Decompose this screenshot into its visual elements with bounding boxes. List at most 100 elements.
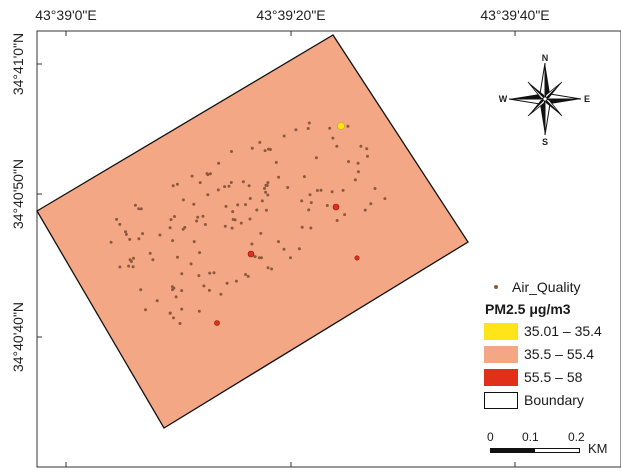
map-legend: Air_Quality PM2.5 μg/m3 35.01 – 35.4 35.… xyxy=(484,276,616,412)
lon-label: 43°39'0"E xyxy=(35,7,97,23)
air-quality-sample-point xyxy=(172,316,175,320)
air-quality-sample-point xyxy=(306,127,310,130)
air-quality-sample-point xyxy=(236,203,240,207)
air-quality-sample-point xyxy=(183,225,187,229)
air-quality-sample-point xyxy=(356,161,360,165)
air-quality-sample-point xyxy=(174,295,178,299)
air-quality-sample-point xyxy=(201,214,205,218)
air-quality-sample-point xyxy=(127,264,131,268)
air-quality-sample-point xyxy=(341,188,345,192)
legend-class-label: 35.5 – 55.4 xyxy=(524,346,595,362)
scale-segment xyxy=(535,449,557,452)
air-quality-sample-point xyxy=(260,256,263,260)
scale-tick-label: 0.2 xyxy=(568,430,585,444)
air-quality-sample-point xyxy=(330,190,334,194)
air-quality-sample-point xyxy=(244,273,248,276)
air-quality-sample-point xyxy=(250,242,254,246)
air-quality-sample-point xyxy=(155,299,159,303)
air-quality-sample-point xyxy=(248,197,252,200)
legend-swatch-low xyxy=(484,322,518,340)
scale-segment xyxy=(491,449,513,452)
lat-axis-left: 34°41'0"N 34°40'50"N 34°40'40"N xyxy=(10,33,42,372)
air-quality-sample-point xyxy=(282,134,286,138)
air-quality-sample-point xyxy=(139,207,143,211)
lon-axis-top: 43°39'0"E 43°39'20"E 43°39'40"E xyxy=(35,7,550,36)
air-quality-sample-point xyxy=(277,175,281,179)
air-quality-sample-point xyxy=(216,188,220,192)
air-quality-sample-point xyxy=(266,193,270,197)
air-quality-sample-point xyxy=(266,266,270,270)
air-quality-sample-point xyxy=(277,240,280,244)
air-quality-sample-point xyxy=(247,184,251,188)
air-quality-sample-point xyxy=(343,213,347,217)
air-quality-sample-point xyxy=(248,217,252,221)
air-quality-sample-point xyxy=(118,222,122,226)
air-quality-sample-point xyxy=(180,272,184,276)
compass-rose-icon: N S E W xyxy=(499,53,590,147)
air-quality-sample-point xyxy=(365,147,369,151)
air-quality-sample-point xyxy=(198,251,202,255)
air-quality-sample-point xyxy=(307,121,311,125)
air-quality-sample-point xyxy=(219,292,223,296)
air-quality-sample-point xyxy=(128,258,132,262)
air-quality-sample-point xyxy=(289,256,292,260)
legend-title: PM2.5 μg/m3 xyxy=(485,301,571,317)
air-quality-sample-point xyxy=(190,174,194,178)
air-quality-sample-point xyxy=(180,289,184,293)
air-quality-sample-point xyxy=(144,308,147,312)
air-quality-sample-point xyxy=(223,224,227,228)
air-quality-sample-point xyxy=(314,156,318,160)
air-quality-sample-point xyxy=(224,204,228,208)
air-quality-sample-point xyxy=(253,255,257,259)
scale-tick-labels: 0 0.1 0.2 xyxy=(484,430,614,444)
air-quality-sample-point xyxy=(307,208,311,212)
air-quality-sample-point xyxy=(133,203,137,207)
air-quality-sample-point xyxy=(286,186,290,189)
point-symbol-icon xyxy=(494,285,498,289)
legend-swatch-high xyxy=(484,368,518,386)
air-quality-sample-point xyxy=(230,226,234,230)
pm25-high-point xyxy=(332,203,340,211)
air-quality-sample-point xyxy=(264,208,268,212)
scale-tick-label: 0.1 xyxy=(522,430,539,444)
air-quality-sample-point xyxy=(231,210,235,214)
air-quality-sample-point xyxy=(178,322,182,325)
air-quality-sample-point xyxy=(180,307,184,311)
compass-w-label: W xyxy=(499,94,508,104)
air-quality-sample-point xyxy=(255,208,259,212)
air-quality-sample-point xyxy=(263,149,267,153)
air-quality-sample-point xyxy=(260,199,264,203)
air-quality-sample-point xyxy=(241,180,245,184)
air-quality-sample-point xyxy=(246,274,250,278)
air-quality-sample-point xyxy=(124,230,127,234)
air-quality-sample-point xyxy=(217,161,221,165)
air-quality-sample-point xyxy=(137,207,141,211)
air-quality-sample-point xyxy=(223,185,227,189)
air-quality-sample-point xyxy=(175,182,179,186)
lon-label: 43°39'40"E xyxy=(480,7,549,23)
legend-class-label: 55.5 – 58 xyxy=(524,369,583,385)
air-quality-sample-point xyxy=(383,197,387,201)
air-quality-sample-point xyxy=(359,144,363,148)
air-quality-sample-point xyxy=(257,256,261,260)
scale-bar: 0 0.1 0.2 KM xyxy=(484,430,614,460)
air-quality-sample-point xyxy=(259,231,263,235)
air-quality-sample-point xyxy=(206,173,210,177)
compass-s-label: S xyxy=(542,137,548,147)
air-quality-sample-point xyxy=(197,274,201,278)
air-quality-sample-point xyxy=(335,219,339,222)
air-quality-sample-point xyxy=(139,288,143,292)
air-quality-sample-point xyxy=(335,144,339,148)
air-quality-sample-point xyxy=(266,181,270,185)
air-quality-sample-point xyxy=(369,202,373,206)
air-quality-sample-point xyxy=(171,184,175,188)
air-quality-sample-point xyxy=(294,128,298,132)
air-quality-sample-point xyxy=(264,183,268,187)
pm25-low-point xyxy=(337,122,345,130)
legend-swatch-boundary xyxy=(484,391,518,409)
air-quality-sample-point xyxy=(109,240,113,244)
air-quality-sample-point xyxy=(234,279,238,283)
air-quality-sample-point xyxy=(151,258,155,262)
air-quality-sample-point xyxy=(356,170,360,174)
air-quality-sample-point xyxy=(203,223,207,226)
